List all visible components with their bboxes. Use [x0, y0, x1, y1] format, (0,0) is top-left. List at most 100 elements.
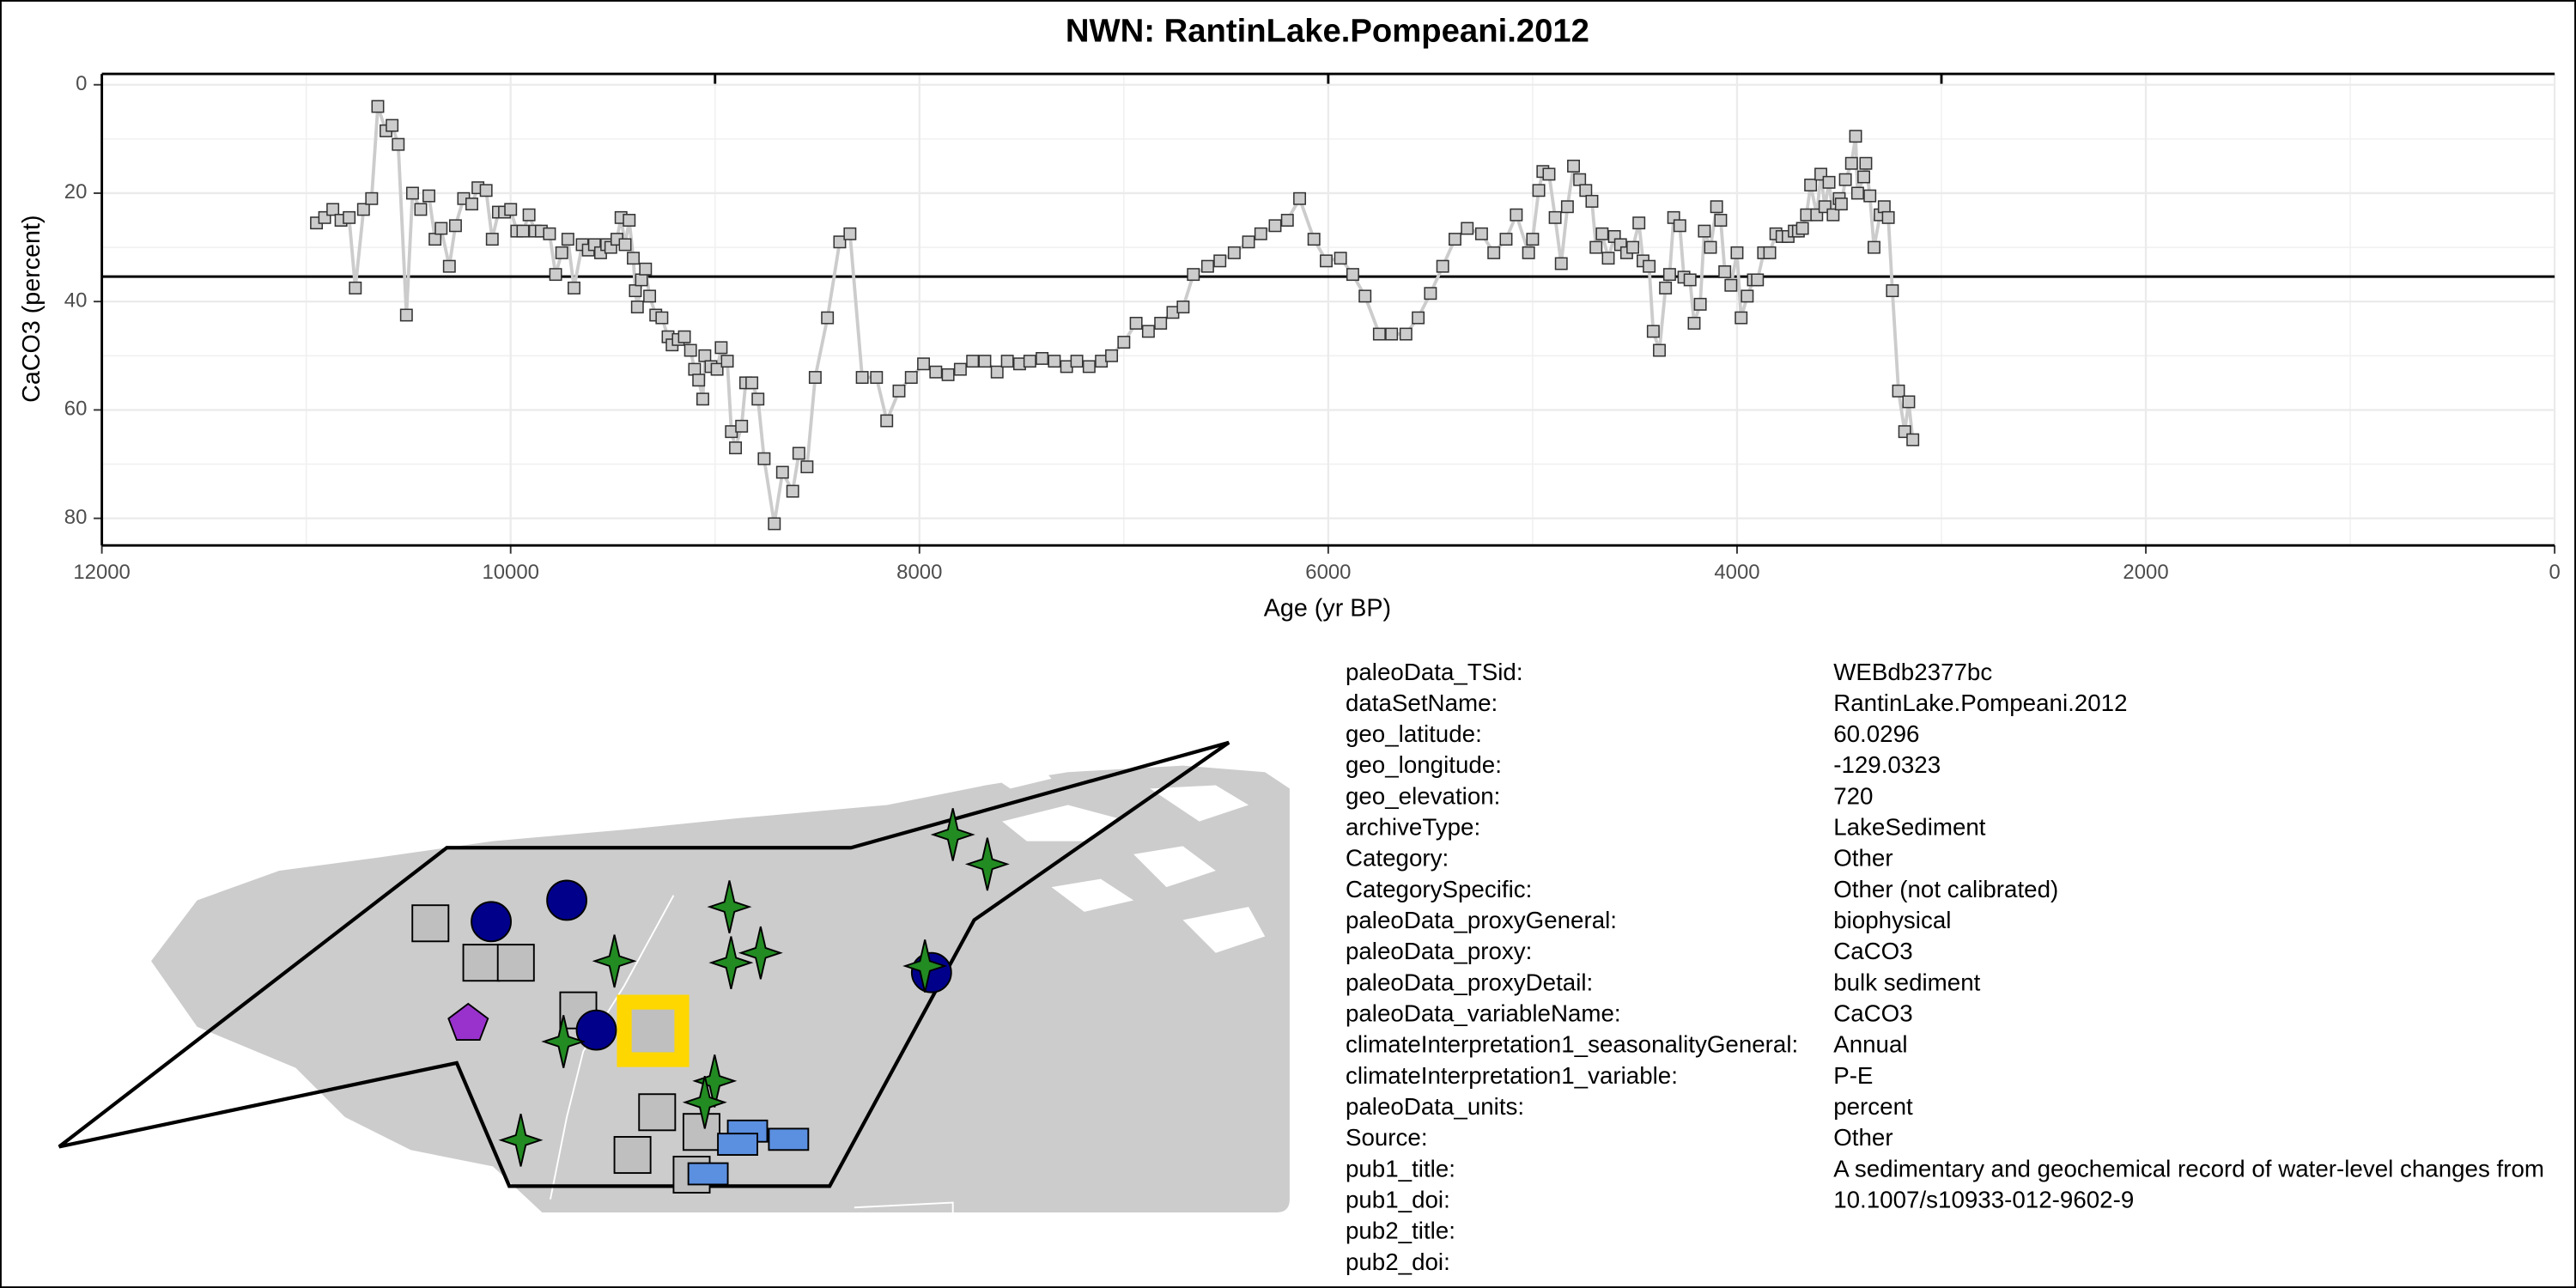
y-tick-label: 40	[64, 289, 88, 312]
site-marker	[687, 1162, 729, 1186]
meta-label: paleoData_units:	[1346, 1093, 1524, 1120]
data-point	[422, 189, 435, 203]
data-point	[692, 374, 706, 387]
site-marker	[638, 1093, 677, 1132]
data-point	[929, 365, 943, 379]
data-point	[448, 219, 462, 233]
data-point	[1385, 327, 1399, 341]
data-point	[371, 100, 385, 113]
data-point	[442, 259, 456, 273]
meta-label: Source:	[1346, 1124, 1428, 1151]
meta-label: climateInterpretation1_variable:	[1346, 1062, 1678, 1089]
data-point	[1227, 246, 1241, 259]
data-point	[917, 357, 931, 371]
data-point	[1307, 233, 1321, 246]
y-tick-label: 60	[64, 398, 88, 421]
data-point	[1448, 233, 1461, 246]
y-tick-label: 80	[64, 506, 88, 529]
data-point	[568, 281, 580, 295]
data-point	[434, 222, 448, 235]
data-point	[1268, 219, 1282, 233]
data-point	[1595, 227, 1609, 240]
data-point	[1526, 233, 1540, 246]
data-point	[683, 343, 697, 357]
data-point	[729, 441, 743, 455]
meta-label: climateInterpretation1_seasonalityGenera…	[1346, 1031, 1798, 1058]
site-marker	[717, 1133, 758, 1156]
data-point	[1589, 240, 1603, 254]
data-point	[356, 203, 370, 216]
y-tick-label: 0	[76, 72, 87, 95]
data-point	[768, 517, 781, 531]
meta-label: paleoData_TSid:	[1346, 659, 1523, 685]
data-point	[1838, 173, 1852, 186]
data-point	[855, 371, 869, 385]
data-point	[735, 419, 749, 433]
border-line	[550, 895, 675, 1200]
site-marker	[546, 879, 587, 921]
data-point	[1844, 156, 1858, 170]
data-point	[745, 376, 759, 390]
meta-label: pub1_doi:	[1346, 1186, 1450, 1212]
data-point	[1548, 210, 1562, 224]
data-point	[1646, 325, 1660, 338]
data-point	[1254, 227, 1267, 240]
data-point	[870, 371, 884, 385]
site-marker	[411, 904, 450, 943]
data-point	[1567, 159, 1580, 173]
data-point	[1532, 184, 1546, 197]
data-point	[1693, 297, 1707, 311]
site-marker	[498, 1113, 544, 1167]
site-marker	[964, 837, 1010, 891]
data-point	[843, 227, 857, 240]
data-point	[833, 235, 847, 249]
data-point	[629, 284, 642, 298]
data-point	[1510, 208, 1523, 222]
meta-value: WEBdb2377bc	[1833, 659, 1992, 685]
data-point	[1859, 156, 1873, 170]
site-marker	[738, 926, 783, 980]
site-marker	[575, 1009, 617, 1051]
meta-value: percent	[1833, 1093, 1913, 1120]
data-point	[1751, 273, 1765, 287]
data-point	[1632, 216, 1646, 230]
data-point	[1710, 200, 1723, 214]
meta-value: Annual	[1833, 1031, 1907, 1058]
data-point	[1662, 268, 1676, 282]
data-point	[808, 371, 822, 385]
data-point	[1200, 259, 1214, 273]
data-point	[775, 465, 789, 479]
data-point	[978, 355, 992, 368]
data-point	[1000, 355, 1014, 368]
data-point	[1176, 301, 1190, 313]
data-point	[465, 197, 478, 211]
rect-markers	[687, 1119, 810, 1186]
land	[151, 765, 1290, 1212]
meta-value: RantinLake.Pompeani.2012	[1833, 690, 2127, 716]
data-point	[1358, 289, 1372, 303]
data-point	[627, 252, 640, 265]
x-tick-label: 2000	[2123, 561, 2168, 584]
data-point	[821, 311, 835, 325]
data-point	[639, 262, 653, 276]
meta-label: geo_elevation:	[1346, 782, 1500, 809]
data-point	[720, 355, 734, 368]
x-tick-label: 6000	[1305, 561, 1351, 584]
meta-label: paleoData_proxyGeneral:	[1346, 907, 1617, 933]
data-point	[1822, 175, 1836, 189]
data-point	[1877, 200, 1891, 214]
data-point	[1436, 259, 1449, 273]
data-point	[1105, 349, 1119, 362]
site-marker	[682, 1113, 720, 1151]
data-point	[941, 368, 955, 381]
data-point	[1849, 130, 1862, 143]
meta-value: Other	[1833, 1124, 1893, 1151]
meta-label: archiveType:	[1346, 814, 1480, 841]
data-point	[1735, 311, 1748, 325]
data-point	[405, 186, 419, 200]
meta-value: 720	[1833, 782, 1873, 809]
data-point	[1424, 287, 1437, 301]
x-tick-label: 4000	[1714, 561, 1759, 584]
y-axis-label: CaCO3 (percent)	[18, 215, 46, 402]
meta-value: P-E	[1833, 1062, 1873, 1089]
